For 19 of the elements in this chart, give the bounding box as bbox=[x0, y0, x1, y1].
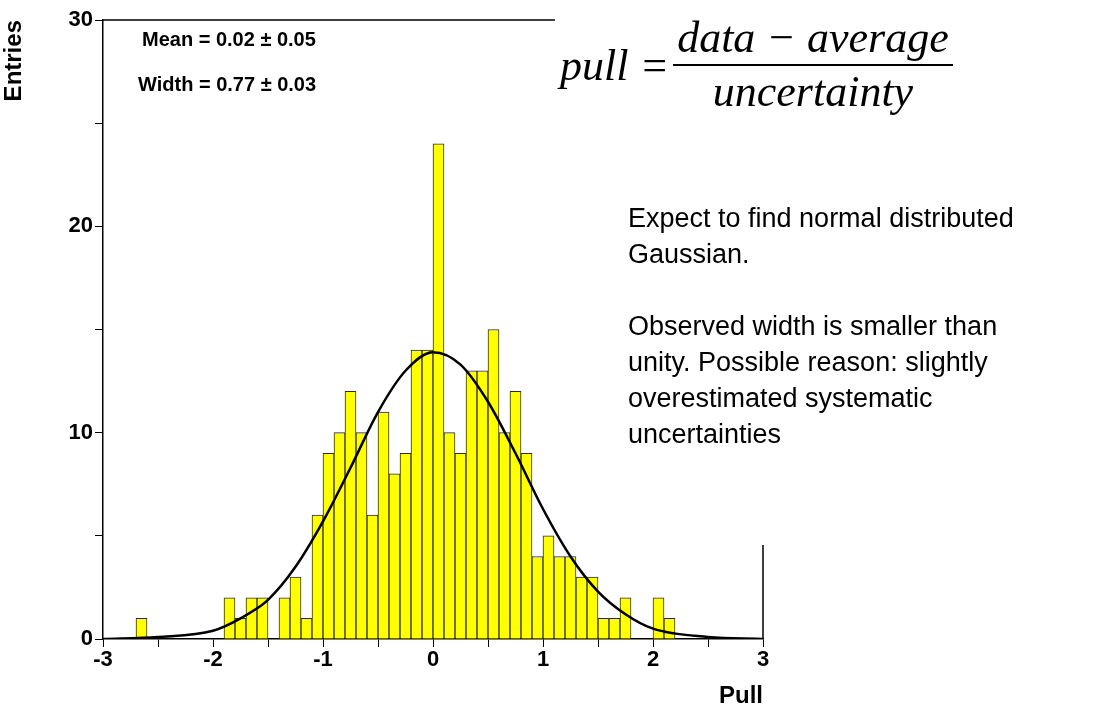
x-tick-label: 2 bbox=[646, 646, 660, 672]
y-tick-label: 0 bbox=[80, 625, 93, 651]
y-axis-title: Entries bbox=[0, 20, 27, 102]
x-tick-label: -1 bbox=[313, 646, 333, 672]
annotation: data − average bbox=[673, 12, 953, 66]
x-tick-label: 3 bbox=[756, 646, 770, 672]
x-tick-label: -3 bbox=[93, 646, 113, 672]
x-tick-label: -2 bbox=[203, 646, 223, 672]
y-tick-label: 30 bbox=[68, 6, 93, 32]
y-tick-label: 10 bbox=[68, 418, 93, 444]
x-tick-label: 1 bbox=[536, 646, 550, 672]
annotation: Expect to find normal distributed Gaussian. bbox=[628, 202, 1015, 271]
annotation: uncertainty bbox=[712, 66, 914, 118]
annotation: Mean = 0.02 ± 0.05 bbox=[142, 28, 316, 51]
x-tick-label: 0 bbox=[426, 646, 440, 672]
annotation: Width = 0.77 ± 0.03 bbox=[138, 73, 317, 96]
annotation: Observed width is smaller than unity. Possible reason: slightly overestimated systematic uncertainties bbox=[628, 310, 999, 451]
x-axis-title: Pull bbox=[718, 681, 763, 709]
y-tick-label: 20 bbox=[68, 212, 93, 238]
